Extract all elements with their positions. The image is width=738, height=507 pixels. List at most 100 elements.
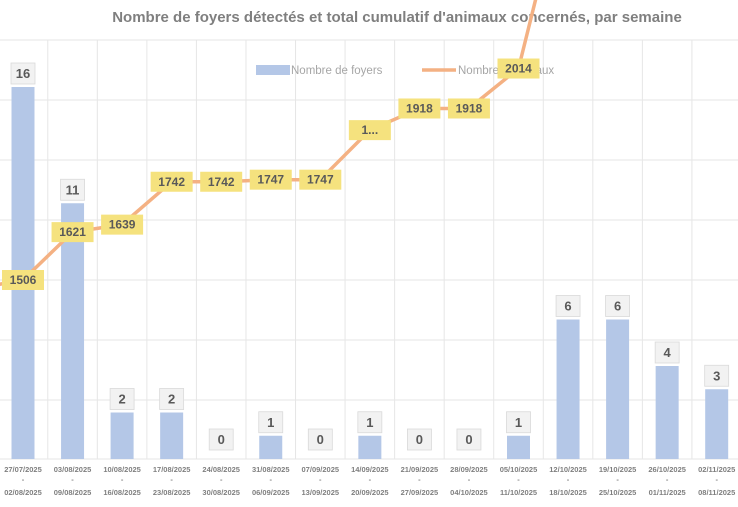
bar-label-text: 6 [564,299,571,314]
line-series [0,0,538,286]
tick-label-end: 18/10/2025 [549,488,587,497]
tick-label-separator: - [369,475,372,484]
line-label-box [249,169,292,190]
line-label-5: 1747 [249,169,292,190]
bar-label-text: 4 [664,345,672,360]
bar-label-text: 16 [16,66,30,81]
bar-label-box [258,411,284,434]
tick-label-end: 20/09/2025 [351,488,389,497]
line-label-text: 1621 [59,225,86,239]
bar-label-text: 11 [66,182,80,197]
tick-label-separator: - [517,475,520,484]
bar-label-text: 3 [713,368,720,383]
line-label-box [447,98,490,119]
bar-foyers-11 [556,319,580,459]
bar-label-7: 1 [357,411,383,434]
bar-label-box [357,411,383,434]
line-label-box [200,171,243,192]
tick-label-start: 21/09/2025 [401,465,439,474]
line-label-box [101,214,144,235]
line-label-4: 1742 [200,171,243,192]
bar-label-text: 1 [366,415,373,430]
tick-label-start: 14/09/2025 [351,465,389,474]
line-label-text: 1... [362,123,379,137]
bar-label-box [208,428,234,451]
tick-label-end: 30/08/2025 [202,488,240,497]
tick-label-start: 19/10/2025 [599,465,637,474]
bar-label-11: 6 [555,295,581,317]
bar-label-13: 4 [654,341,680,364]
line-label-box [150,171,193,192]
bar-label-2: 2 [109,388,135,410]
line-label-8: 1918 [398,98,441,119]
line-label-text: 1918 [406,101,433,115]
tick-label-separator: - [71,475,74,484]
tick-label-separator: - [715,475,718,484]
bar-label-text: 1 [267,415,274,430]
bar-label-text: 2 [168,392,175,407]
bar-label-box [456,428,482,451]
tick-label-end: 09/08/2025 [54,488,92,497]
bar-label-6: 0 [307,428,333,451]
line-label-6: 1747 [299,169,342,190]
bar-label-5: 1 [258,411,284,434]
bar-foyers-2 [110,412,134,459]
tick-label-start: 28/09/2025 [450,465,488,474]
bar-label-box [307,428,333,451]
line-label-7: 1... [348,120,391,141]
bar-foyers-3 [160,412,184,459]
line-label-text: 1747 [307,173,334,187]
tick-label-start: 10/08/2025 [103,465,141,474]
tick-label-separator: - [616,475,619,484]
line-label-box [51,222,94,243]
bar-label-box [506,411,531,434]
bar-foyers-14 [705,389,729,459]
line-label-0: 1506 [2,270,44,290]
bar-foyers-7 [358,435,382,459]
tick-label-start: 24/08/2025 [202,465,240,474]
line-label-box [2,270,44,290]
bar-label-box [109,388,135,410]
bar-label-box [654,341,680,364]
tick-label-separator: - [319,475,322,484]
line-label-1: 1621 [51,222,94,243]
bar-label-text: 0 [465,432,472,447]
line-label-box [299,169,342,190]
tick-label-separator: - [468,475,471,484]
bar-label-14: 3 [704,364,730,387]
line-label-text: 1639 [109,218,136,232]
tick-label-end: 06/09/2025 [252,488,290,497]
legend-swatch-foyers [256,65,290,75]
line-label-text: 1506 [10,273,37,287]
line-data-labels: 1506 1621 1639 1742 1742 1747 1747 1... 1918 1918… [2,58,540,290]
gridlines [0,39,738,460]
tick-label-separator: - [270,475,273,484]
bar-label-box [60,178,85,201]
line-label-text: 2014 [505,62,532,76]
tick-label-separator: - [170,475,173,484]
bar-label-box [159,388,185,410]
bar-label-text: 1 [515,415,522,430]
bar-foyers-12 [606,319,630,459]
tick-label-end: 13/09/2025 [302,488,340,497]
line-label-text: 1742 [158,175,185,189]
tick-label-end: 25/10/2025 [599,488,637,497]
tick-label-separator: - [121,475,124,484]
tick-label-end: 27/09/2025 [401,488,439,497]
x-axis-tick-labels: 27/07/2025-02/08/202503/08/2025-09/08/20… [4,465,735,497]
tick-label-end: 11/10/2025 [500,488,537,497]
bar-label-text: 0 [416,432,423,447]
tick-label-separator: - [22,475,25,484]
tick-label-separator: - [418,475,421,484]
legend-label-foyers: Nombre de foyers [291,65,383,77]
bar-label-box [605,295,630,317]
bar-foyers-1 [61,203,85,459]
bar-label-box [406,428,432,451]
bar-label-box [555,295,581,317]
line-label-10: 2014 [497,58,540,79]
tick-label-start: 27/07/2025 [4,465,42,474]
bar-label-12: 6 [605,295,630,317]
